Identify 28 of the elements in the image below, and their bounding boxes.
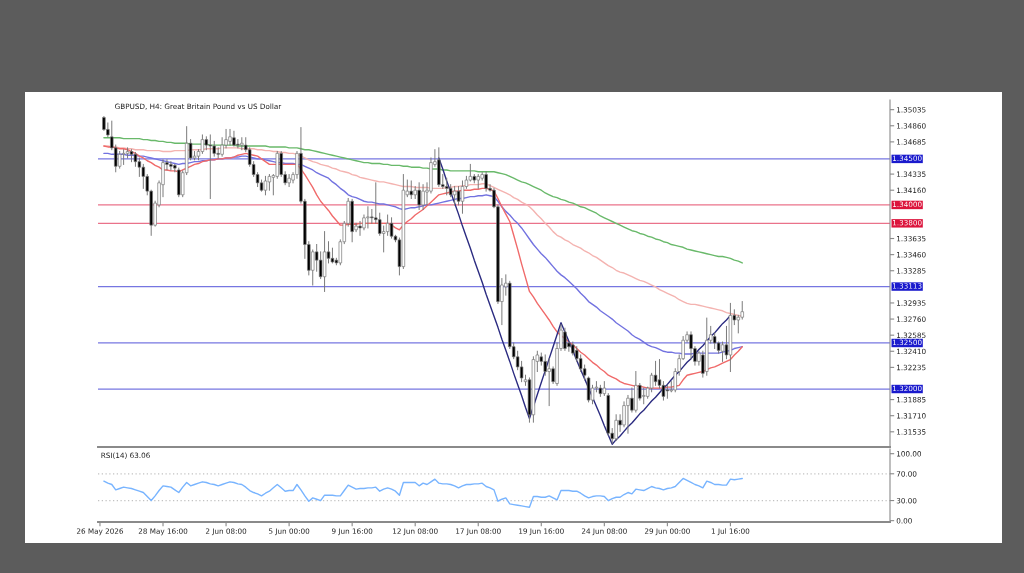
- candlestick: [642, 387, 646, 405]
- candlestick: [484, 171, 488, 192]
- candlestick: [358, 221, 362, 236]
- candlestick: [236, 139, 240, 149]
- candlestick: [232, 130, 236, 147]
- candlestick: [614, 414, 618, 442]
- candlestick: [125, 147, 130, 159]
- candlestick: [421, 184, 425, 211]
- candlestick: [417, 182, 421, 211]
- candlestick: [366, 206, 370, 229]
- line-series: [103, 477, 743, 508]
- candlestick: [385, 214, 390, 236]
- candlestick: [208, 134, 212, 199]
- candlestick: [653, 360, 658, 386]
- candlestick: [519, 360, 524, 383]
- candlestick: [318, 251, 323, 280]
- candlestick: [460, 180, 465, 214]
- candlestick: [169, 161, 173, 171]
- candlestick: [389, 217, 394, 239]
- candlestick: [563, 327, 567, 351]
- candlestick: [586, 376, 591, 403]
- candlestick: [121, 149, 126, 165]
- candlestick: [287, 174, 291, 188]
- candlestick: [543, 354, 547, 376]
- candlestick: [456, 186, 461, 206]
- candlestick: [547, 358, 551, 407]
- candlestick: [228, 128, 232, 146]
- candlestick: [626, 394, 630, 434]
